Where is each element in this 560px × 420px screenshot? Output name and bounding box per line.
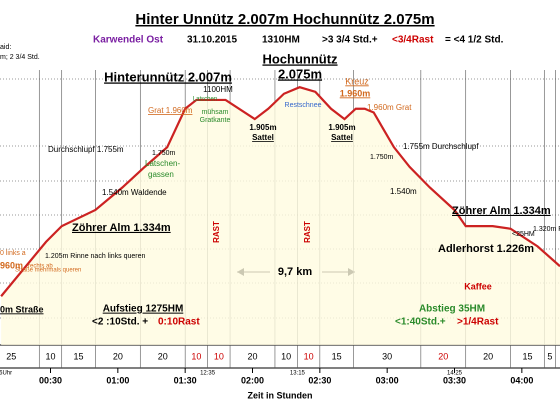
segment-minutes: 15	[74, 351, 84, 361]
segment-minutes: 20	[158, 351, 168, 361]
segment-minutes: 15	[332, 351, 342, 361]
annotation: Adlerhorst 1.226m	[438, 243, 534, 255]
segment-minutes: 10	[45, 351, 55, 361]
annotation: 1.205m Rinne nach links queren	[45, 253, 146, 260]
subtitle: 1310HM	[262, 35, 300, 46]
x-axis-label: Zeit in Stunden	[248, 390, 313, 400]
x-tick-label: 03:30	[443, 375, 466, 385]
annotation: 1100HM	[203, 85, 233, 94]
annotation: RAST	[212, 221, 221, 243]
annotation: 1.540m	[390, 187, 417, 196]
annotation: 1.905m	[249, 123, 276, 132]
annotation: 1.960m	[340, 88, 371, 98]
subtitle: = <4 1/2 Std.	[445, 35, 504, 46]
annotation: <1:40Std.+	[395, 317, 446, 328]
profile-area	[1, 87, 560, 345]
annotation: rechts ab	[28, 264, 53, 270]
annotation: Gratkante	[200, 117, 231, 124]
annotation: 1.750m	[152, 150, 176, 157]
subtitle: >3 3/4 Std.+	[322, 35, 378, 46]
annotation: 1.755m Durchschlupf	[403, 142, 479, 151]
annotation: Kaffee	[464, 281, 492, 291]
segment-minutes: 10	[214, 351, 224, 361]
profile-line	[0, 86, 560, 297]
annotation: gassen	[148, 170, 174, 179]
segment-minutes: 20	[247, 351, 257, 361]
annotation: 960m	[0, 260, 23, 270]
annotation: Hinterunnütz 2.007m	[104, 69, 232, 84]
annotation: >1/4Rast	[457, 317, 499, 328]
subtitle: Karwendel Ost	[93, 35, 164, 46]
annotation: Straße mehrmals queren	[15, 268, 81, 274]
segment-minutes: 30	[382, 351, 392, 361]
annotation: 0:10Rast	[158, 317, 200, 328]
annotation: 2.075m	[278, 66, 322, 81]
subtitle: 31.10.2015	[187, 35, 237, 46]
annotation: Grat 1.960m	[148, 106, 193, 115]
segment-minutes: 5	[547, 351, 552, 361]
annotation: RAST	[303, 221, 312, 243]
segment-minutes: 20	[113, 351, 123, 361]
segment-minutes: 25	[6, 351, 16, 361]
annotation: Kreuz	[345, 76, 369, 86]
annotation: Zöhrer Alm 1.334m	[72, 222, 171, 234]
time-mark-label: 12:35	[200, 371, 216, 377]
segment-minutes: 10	[281, 351, 291, 361]
annotation: 1.540m Waldende	[102, 188, 167, 197]
annotation: aid:	[0, 44, 11, 51]
annotation: 1.960m Grat	[367, 103, 412, 112]
annotation: Abstieg 35HM	[419, 304, 485, 315]
annotation: Latschen	[193, 97, 217, 103]
time-mark-label: 13:15	[290, 371, 306, 377]
x-tick-label: 02:00	[241, 375, 264, 385]
segment-minutes: 10	[304, 351, 314, 361]
annotation: Latschen-	[145, 159, 180, 168]
annotation: Hochunnütz	[262, 51, 338, 66]
annotation: 1.905m	[328, 123, 355, 132]
annotation: 0 links a	[0, 250, 26, 257]
annotation: 1.320m R	[533, 226, 560, 233]
annotation: <25HM	[512, 231, 535, 238]
annotation: Sattel	[331, 133, 353, 142]
x-tick-label: 03:00	[376, 375, 399, 385]
chart-title: Hinter Unnütz 2.007m Hochunnütz 2.075m	[135, 11, 434, 28]
subtitle: <3/4Rast	[392, 35, 434, 46]
annotation: 1.750m	[370, 154, 394, 161]
annotation: Zöhrer Alm 1.334m	[452, 205, 551, 217]
x-tick-label: 00:30	[39, 375, 62, 385]
x-tick-label: 01:30	[174, 375, 197, 385]
x-tick-label: 04:00	[510, 375, 533, 385]
annotation: 9,7 km	[278, 266, 312, 278]
x-tick-label: 01:00	[106, 375, 129, 385]
segment-minutes: 20	[483, 351, 493, 361]
time-mark-label: 14:25	[447, 371, 463, 377]
annotation: Durchschlupf 1.755m	[48, 145, 124, 154]
time-mark-label: 6Uhr	[0, 371, 12, 377]
segment-minutes: 15	[522, 351, 532, 361]
segment-minutes: 20	[438, 351, 448, 361]
annotation: Aufstieg 1275HM	[103, 304, 184, 315]
annotation: Restschnee	[285, 102, 322, 109]
segment-minutes: 10	[191, 351, 201, 361]
annotation: mühsam	[202, 109, 229, 116]
x-tick-label: 02:30	[308, 375, 331, 385]
annotation: Sattel	[252, 133, 274, 142]
annotation: 0m Straße	[0, 304, 44, 314]
annotation: <2 :10Std. +	[92, 317, 148, 328]
annotation: m; 2 3/4 Std.	[0, 54, 40, 61]
